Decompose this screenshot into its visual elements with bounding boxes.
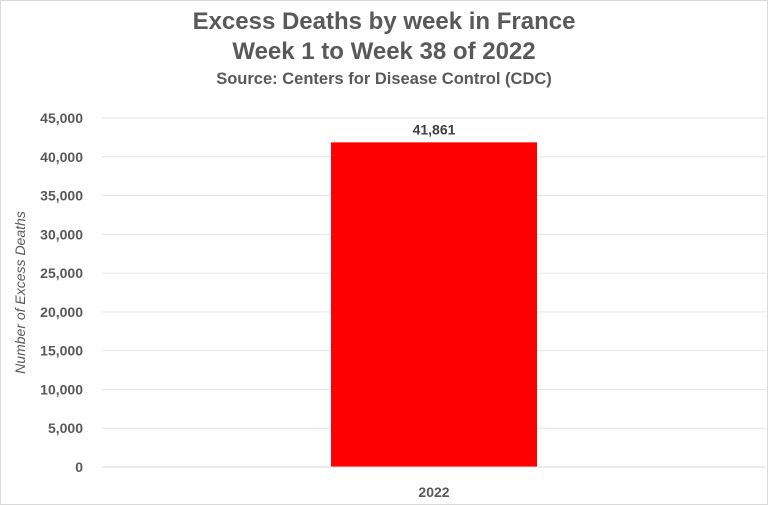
- x-axis-ticks: 2022: [418, 484, 449, 500]
- y-tick-label: 30,000: [40, 226, 83, 242]
- chart-subtitle: Source: Centers for Disease Control (CDC…: [216, 70, 552, 88]
- y-axis-ticks: 0 5,000 10,000 15,000 20,000 25,000 30,000 35,0…: [40, 110, 83, 475]
- y-tick-label: 45,000: [40, 110, 83, 126]
- y-tick-label: 10,000: [40, 381, 83, 397]
- y-tick-label: 15,000: [40, 343, 83, 359]
- bar-data-label: 41,861: [413, 121, 456, 137]
- y-tick-label: 25,000: [40, 265, 83, 281]
- chart-title: Excess Deaths by week in France: [192, 8, 576, 35]
- chart-titles: Excess Deaths by week in France Week 1 t…: [1, 7, 767, 91]
- bar: [331, 142, 537, 467]
- x-tick-label: 2022: [418, 484, 449, 500]
- y-tick-label: 5,000: [48, 420, 83, 436]
- bars: 41,861: [331, 121, 537, 467]
- chart-title-line2: Week 1 to Week 38 of 2022: [232, 38, 536, 65]
- y-tick-label: 35,000: [40, 188, 83, 204]
- y-tick-label: 20,000: [40, 304, 83, 320]
- y-tick-label: 40,000: [40, 149, 83, 165]
- y-tick-label: 0: [75, 459, 83, 475]
- y-axis-label: Number of Excess Deaths: [12, 211, 28, 374]
